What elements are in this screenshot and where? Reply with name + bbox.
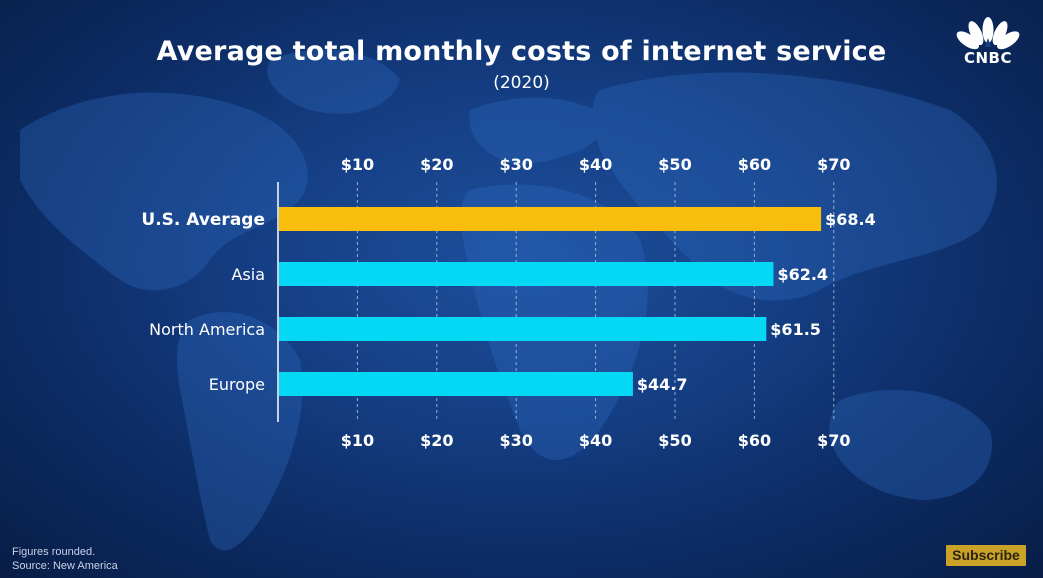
bar — [279, 372, 633, 396]
category-label: North America — [149, 320, 265, 339]
x-tick-label-top: $50 — [658, 155, 691, 174]
subscribe-button[interactable]: Subscribe — [946, 545, 1026, 566]
value-label: $61.5 — [770, 320, 821, 339]
chart-subtitle: (2020) — [493, 73, 550, 93]
footnote-source: Source: New America — [12, 560, 118, 572]
x-tick-label-bottom: $30 — [499, 431, 532, 450]
x-tick-label-top: $40 — [579, 155, 612, 174]
bars: U.S. Average $68.4 Asia $62.4 North America $… — [141, 207, 876, 396]
cnbc-peacock-logo — [956, 17, 1020, 50]
cnbc-logo-text: CNBC — [963, 49, 1012, 67]
value-label: $44.7 — [637, 375, 688, 394]
x-tick-label-top: $10 — [341, 155, 374, 174]
x-tick-label-bottom: $10 — [341, 431, 374, 450]
x-tick-label-top: $30 — [499, 155, 532, 174]
category-label: U.S. Average — [141, 210, 265, 230]
bar — [279, 207, 822, 231]
value-label: $62.4 — [777, 265, 828, 284]
x-tick-label-bottom: $50 — [658, 431, 691, 450]
bar — [279, 262, 774, 286]
category-label: Europe — [209, 375, 265, 394]
x-tick-label-bottom: $70 — [817, 431, 850, 450]
category-label: Asia — [231, 265, 265, 284]
x-tick-label-bottom: $40 — [579, 431, 612, 450]
x-tick-label-top: $60 — [738, 155, 771, 174]
chart-title: Average total monthly costs of internet … — [156, 36, 887, 67]
x-tick-label-bottom: $60 — [738, 431, 771, 450]
x-tick-label-top: $20 — [420, 155, 453, 174]
x-tick-label-top: $70 — [817, 155, 850, 174]
footnote: Figures rounded. Source: New America — [12, 545, 118, 573]
x-axis-ticks: $10 $10 $20 $20 $30 $30 $40 $40 $50 $50 $60 $60 $70 $… — [341, 155, 851, 450]
footnote-rounded: Figures rounded. — [12, 546, 96, 558]
x-tick-label-bottom: $20 — [420, 431, 453, 450]
value-label: $68.4 — [825, 210, 876, 229]
bar — [279, 317, 767, 341]
